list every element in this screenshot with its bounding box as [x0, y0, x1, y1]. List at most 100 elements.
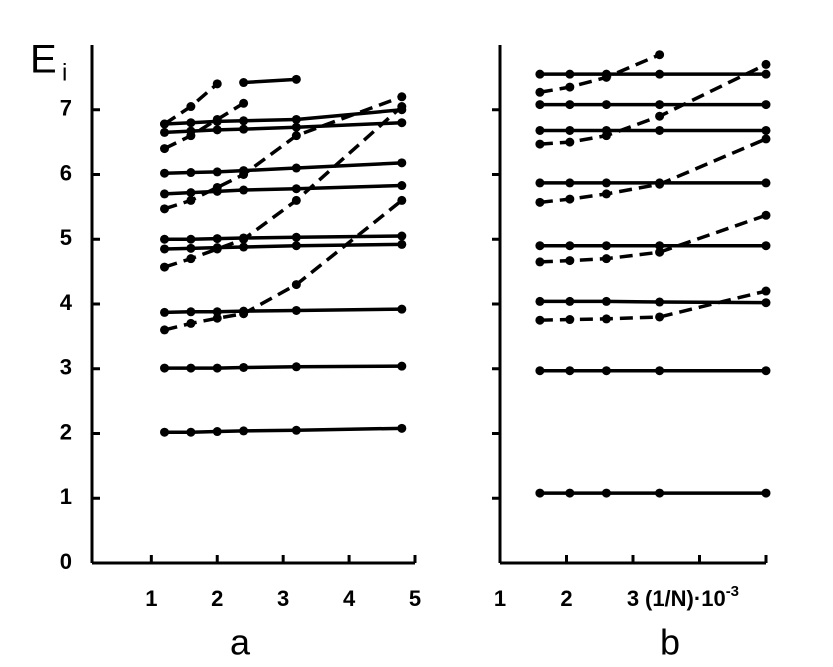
dashed-line	[539, 289, 767, 322]
point	[291, 362, 301, 372]
point	[535, 69, 545, 79]
point	[291, 305, 301, 315]
dashed-line	[539, 137, 767, 205]
point	[601, 366, 611, 376]
point	[565, 315, 575, 325]
point	[160, 127, 170, 137]
point	[212, 363, 222, 373]
point	[291, 163, 301, 173]
point	[761, 298, 771, 308]
point	[655, 69, 665, 79]
point	[761, 178, 771, 188]
point	[160, 307, 170, 317]
solid-line	[164, 364, 402, 370]
solid-line	[164, 426, 402, 434]
y-tick-label: 2	[60, 419, 72, 444]
point	[239, 234, 249, 244]
point	[239, 170, 249, 179]
point	[565, 488, 575, 498]
point	[601, 488, 611, 498]
x-tick-label: 2	[211, 586, 223, 611]
point	[601, 72, 611, 82]
point	[601, 241, 611, 251]
point	[655, 179, 665, 189]
solid-line	[164, 183, 402, 196]
point	[186, 234, 196, 244]
point	[535, 125, 545, 135]
point	[535, 296, 545, 306]
point	[239, 362, 249, 372]
solid-line	[164, 120, 402, 135]
point	[397, 181, 407, 191]
point	[212, 182, 222, 192]
point	[535, 241, 545, 251]
point	[212, 313, 222, 323]
x-tick-label: 4	[343, 586, 356, 611]
dashed-line	[164, 199, 403, 332]
point	[397, 231, 407, 241]
point	[601, 314, 611, 324]
point	[291, 114, 301, 124]
point	[601, 131, 611, 141]
y-tick-label: 6	[60, 160, 72, 185]
point	[535, 197, 545, 207]
point	[239, 98, 249, 108]
point	[601, 178, 611, 188]
point	[655, 312, 665, 322]
solid-line	[164, 108, 402, 126]
x-tick-label: 1	[145, 586, 157, 611]
x-tick-label: 1	[494, 586, 506, 611]
solid-line	[164, 161, 402, 175]
point	[535, 366, 545, 376]
solid-line	[164, 307, 402, 315]
dashed-line	[163, 101, 245, 151]
x-axis-label: (1/N)·10-3	[645, 583, 739, 611]
point	[535, 100, 545, 110]
point	[655, 241, 665, 251]
point	[397, 239, 407, 249]
point	[761, 69, 771, 79]
point	[212, 114, 222, 124]
y-tick-label: 7	[60, 96, 72, 121]
panel-label: a	[230, 622, 251, 663]
point	[601, 296, 611, 306]
point	[291, 280, 301, 290]
point	[761, 59, 771, 69]
x-axis-label-text: (1/N)·10	[645, 586, 726, 611]
point	[601, 254, 611, 264]
point	[397, 361, 407, 371]
point	[291, 232, 301, 242]
point	[655, 247, 665, 257]
dashed-line	[539, 53, 661, 94]
point	[397, 102, 407, 112]
point	[212, 244, 222, 254]
point	[535, 178, 545, 188]
point	[160, 189, 170, 199]
solid-line	[243, 77, 297, 85]
x-tick-label: 5	[409, 586, 421, 611]
point	[535, 257, 545, 267]
point	[397, 92, 407, 102]
point	[761, 125, 771, 135]
point	[565, 82, 575, 92]
point	[291, 74, 301, 84]
point	[239, 124, 249, 134]
point	[291, 195, 301, 205]
point	[239, 426, 249, 436]
point	[655, 100, 665, 110]
y-tick-label: 1	[60, 484, 72, 509]
point	[397, 304, 407, 314]
point	[239, 309, 249, 319]
point	[186, 243, 196, 253]
x-tick-label: 3	[277, 586, 289, 611]
solid-line	[164, 234, 402, 241]
point	[186, 427, 196, 437]
point	[397, 423, 407, 433]
point	[212, 307, 222, 317]
point	[565, 100, 575, 110]
point	[601, 189, 611, 199]
point	[761, 241, 771, 251]
point	[239, 185, 249, 195]
point	[535, 315, 545, 325]
